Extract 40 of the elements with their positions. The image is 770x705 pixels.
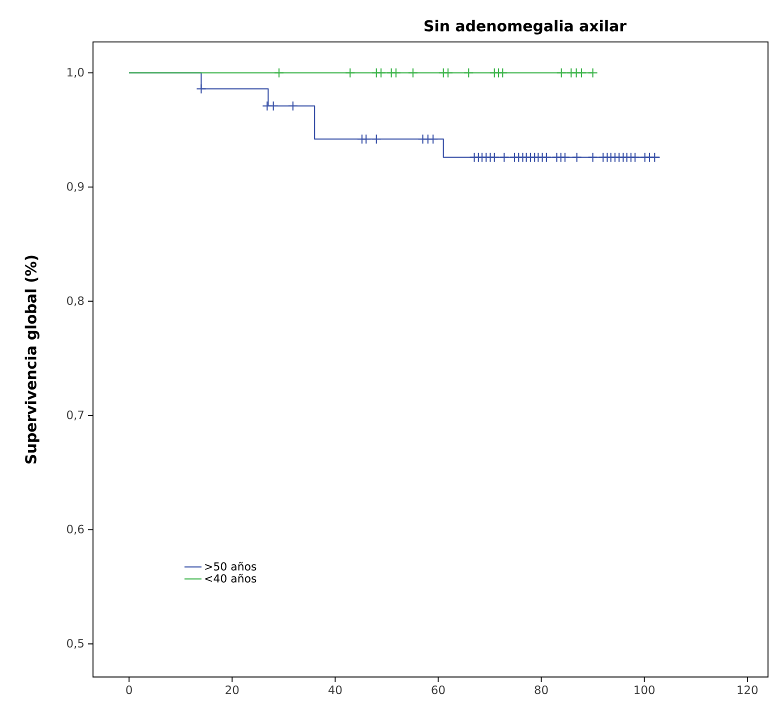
- chart-title: Sin adenomegalia axilar: [424, 20, 626, 34]
- point: [489, 152, 500, 162]
- y-tick-label: 0,6: [67, 524, 84, 535]
- point: [572, 152, 582, 162]
- y-tick-label: 1,0: [68, 68, 84, 78]
- point: [361, 134, 372, 144]
- x-tick-label: 120: [738, 686, 758, 694]
- point: [556, 68, 566, 78]
- point: [498, 68, 508, 78]
- point: [196, 84, 206, 94]
- point: [371, 134, 382, 144]
- point: [274, 68, 284, 78]
- x-tick-label: 60: [432, 686, 445, 694]
- legend-label: >50 años: [205, 562, 256, 571]
- point: [588, 68, 598, 78]
- point: [499, 152, 510, 162]
- point: [442, 68, 454, 78]
- legend-label: <40 años: [205, 574, 256, 583]
- y-tick-label: 0,7: [67, 410, 84, 420]
- x-tick-label: 0: [126, 686, 132, 694]
- point: [376, 68, 386, 78]
- point: [390, 68, 402, 78]
- point: [408, 68, 418, 78]
- point: [428, 134, 438, 144]
- point: [288, 100, 298, 111]
- x-tick-label: 80: [534, 686, 548, 694]
- point: [345, 68, 356, 78]
- x-tick-label: 20: [226, 686, 239, 694]
- point: [464, 68, 474, 78]
- y-tick-label: 0,5: [67, 638, 84, 649]
- y-axis-title: Supervivencia global (%): [24, 256, 40, 464]
- y-tick-label: 0,8: [67, 296, 84, 306]
- x-tick-label: 40: [328, 686, 342, 694]
- point: [588, 152, 598, 162]
- point: [630, 152, 640, 162]
- point: [650, 152, 660, 162]
- point: [576, 68, 587, 78]
- y-tick-label: 0,9: [67, 182, 84, 192]
- point: [268, 100, 278, 111]
- x-tick-label: 100: [634, 686, 655, 694]
